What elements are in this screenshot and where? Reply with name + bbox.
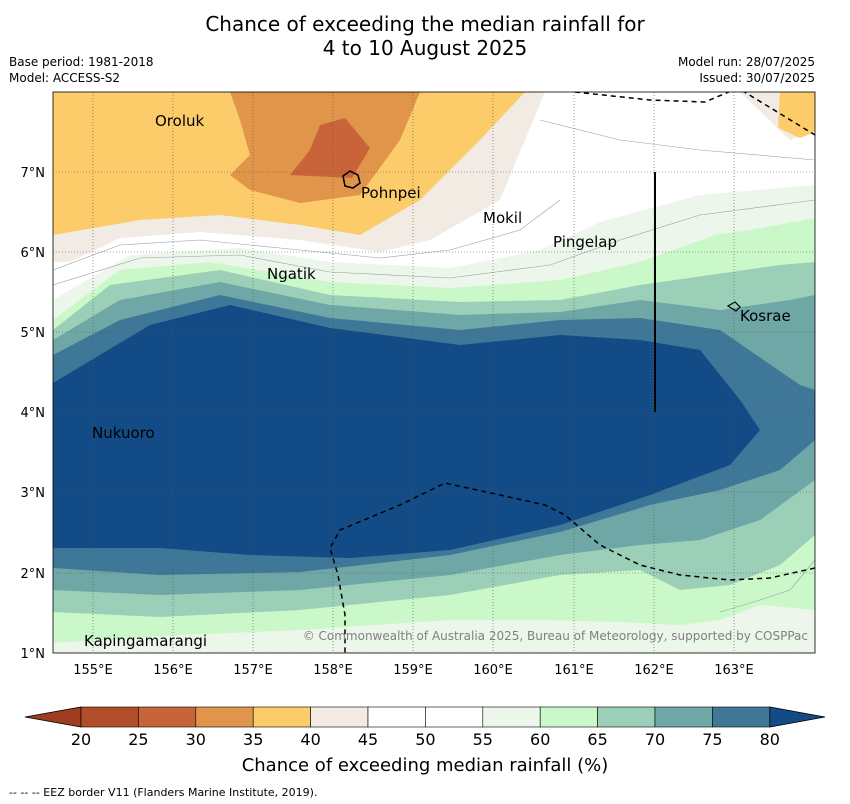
colorbar-segment — [310, 706, 369, 728]
colorbar-segment — [80, 706, 139, 728]
colorbar-tick-label: 75 — [702, 730, 722, 749]
lat-tick-label: 4°N — [21, 406, 46, 421]
lat-tick-label: 5°N — [21, 326, 46, 341]
place-labels: Oroluk Pohnpei Mokil Pingelap Ngatik Kosrae Nu… — [84, 112, 791, 650]
colorbar-segment — [195, 706, 254, 728]
lat-tick-label: 7°N — [21, 166, 46, 181]
colorbar-tick-label: 30 — [186, 730, 206, 749]
field-above-80 — [53, 305, 760, 558]
field-25-30 — [290, 118, 370, 178]
latitude-labels: 1°N 2°N 3°N 4°N 5°N 6°N 7°N — [21, 166, 46, 662]
longitude-labels: 155°E 156°E 157°E 158°E 159°E 160°E 161°E 162°E… — [73, 663, 754, 678]
place-label: Oroluk — [155, 112, 204, 130]
colorbar-tick-label: 55 — [473, 730, 493, 749]
colorbar-tick-label: 20 — [71, 730, 91, 749]
base-period: Base period: 1981-2018 — [9, 55, 154, 69]
field-35-40-ne — [778, 92, 815, 138]
lon-tick-label: 158°E — [313, 663, 353, 678]
eez-footnote: -- -- -- EEZ border V11 (Flanders Marine… — [9, 786, 318, 799]
colorbar-tick-label: 25 — [128, 730, 148, 749]
lon-tick-label: 162°E — [634, 663, 674, 678]
colorbar-tick-label: 65 — [587, 730, 607, 749]
colorbar-tick-label: 35 — [243, 730, 263, 749]
colorbar-extension-low — [24, 706, 82, 728]
colorbar-segment — [539, 706, 598, 728]
model-name: Model: ACCESS-S2 — [9, 71, 121, 85]
title-line-2: 4 to 10 August 2025 — [322, 36, 528, 60]
place-label: Pohnpei — [361, 184, 421, 202]
colorbar-segment — [252, 706, 311, 728]
issued-date: Issued: 30/07/2025 — [699, 71, 815, 85]
colorbar-segment — [425, 706, 484, 728]
map-fields: Oroluk Pohnpei Mokil Pingelap Ngatik Kosrae Nu… — [53, 92, 815, 653]
colorbar-tick-label: 45 — [358, 730, 378, 749]
lat-tick-label: 1°N — [21, 647, 46, 662]
place-label: Kosrae — [740, 307, 791, 325]
colorbar-tick-label: 50 — [415, 730, 435, 749]
colorbar-tick-label: 80 — [760, 730, 780, 749]
colorbar-label: Chance of exceeding median rainfall (%) — [241, 755, 609, 776]
map-title: Chance of exceeding the median rainfall … — [0, 12, 850, 60]
lon-tick-label: 161°E — [554, 663, 594, 678]
model-run: Model run: 28/07/2025 — [677, 55, 815, 69]
place-label: Pingelap — [553, 233, 617, 251]
colorbar-extension-high — [769, 706, 826, 728]
colorbar-segment — [712, 706, 771, 728]
lon-tick-label: 155°E — [73, 663, 113, 678]
lat-tick-label: 6°N — [21, 246, 46, 261]
lat-tick-label: 2°N — [21, 567, 46, 582]
meta-right: Model run: 28/07/2025 Issued: 30/07/2025 — [678, 54, 815, 86]
contour-lines — [53, 119, 815, 613]
colorbar-segment — [597, 706, 656, 728]
lat-tick-label: 3°N — [21, 486, 46, 501]
colorbar-segment — [482, 706, 541, 728]
copyright-text: © Commonwealth of Australia 2025, Bureau… — [303, 629, 808, 643]
place-label: Ngatik — [267, 265, 316, 283]
colorbar: 20 25 30 35 40 45 50 55 60 65 70 75 80 — [24, 706, 826, 749]
lon-tick-label: 160°E — [473, 663, 513, 678]
lon-tick-label: 163°E — [714, 663, 754, 678]
colorbar-tick-label: 60 — [530, 730, 550, 749]
colorbar-segment — [367, 706, 426, 728]
colorbar-tick-label: 70 — [645, 730, 665, 749]
kosrae-island — [726, 301, 741, 312]
map-frame — [52, 91, 816, 654]
lon-tick-label: 156°E — [153, 663, 193, 678]
colorbar-segment — [138, 706, 197, 728]
graticule — [53, 92, 815, 653]
lon-tick-label: 157°E — [233, 663, 273, 678]
place-label: Kapingamarangi — [84, 632, 207, 650]
pohnpei-island — [342, 170, 361, 189]
title-line-1: Chance of exceeding the median rainfall … — [205, 12, 645, 36]
meta-left: Base period: 1981-2018 Model: ACCESS-S2 — [9, 54, 154, 86]
lon-tick-label: 159°E — [393, 663, 433, 678]
place-label: Nukuoro — [92, 424, 155, 442]
colorbar-tick-label: 40 — [300, 730, 320, 749]
place-label: Mokil — [483, 209, 522, 227]
colorbar-segment — [654, 706, 713, 728]
eez-border — [329, 92, 815, 653]
